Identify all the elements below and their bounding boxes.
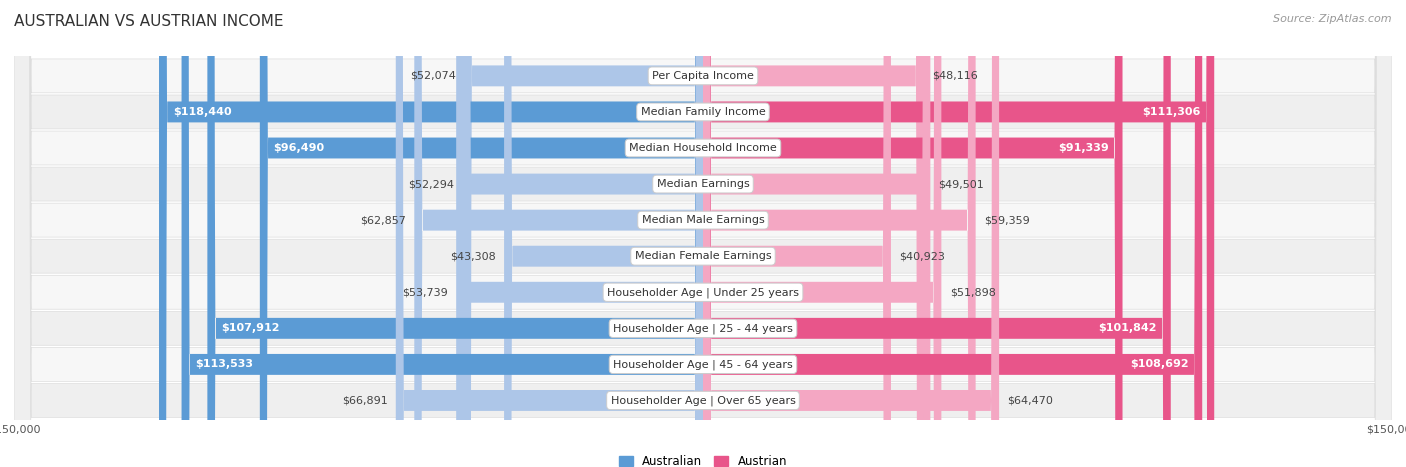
FancyBboxPatch shape [703, 0, 1122, 467]
Text: $108,692: $108,692 [1130, 360, 1188, 369]
FancyBboxPatch shape [14, 0, 1392, 467]
Text: Householder Age | Over 65 years: Householder Age | Over 65 years [610, 395, 796, 406]
FancyBboxPatch shape [14, 0, 1392, 467]
FancyBboxPatch shape [159, 0, 703, 467]
FancyBboxPatch shape [14, 0, 1392, 467]
FancyBboxPatch shape [703, 0, 1202, 467]
FancyBboxPatch shape [463, 0, 703, 467]
FancyBboxPatch shape [14, 0, 1392, 467]
FancyBboxPatch shape [415, 0, 703, 467]
FancyBboxPatch shape [14, 0, 1392, 467]
FancyBboxPatch shape [703, 0, 891, 467]
Text: Median Household Income: Median Household Income [628, 143, 778, 153]
FancyBboxPatch shape [703, 0, 976, 467]
Text: Householder Age | Under 25 years: Householder Age | Under 25 years [607, 287, 799, 297]
Text: Source: ZipAtlas.com: Source: ZipAtlas.com [1274, 14, 1392, 24]
FancyBboxPatch shape [703, 0, 1215, 467]
Text: $59,359: $59,359 [984, 215, 1029, 225]
Text: $91,339: $91,339 [1057, 143, 1109, 153]
Text: Median Male Earnings: Median Male Earnings [641, 215, 765, 225]
FancyBboxPatch shape [703, 0, 924, 467]
FancyBboxPatch shape [14, 0, 1392, 467]
Text: Householder Age | 25 - 44 years: Householder Age | 25 - 44 years [613, 323, 793, 333]
FancyBboxPatch shape [703, 0, 1171, 467]
Text: AUSTRALIAN VS AUSTRIAN INCOME: AUSTRALIAN VS AUSTRIAN INCOME [14, 14, 284, 29]
Text: $48,116: $48,116 [932, 71, 979, 81]
Text: Median Female Earnings: Median Female Earnings [634, 251, 772, 261]
Text: Householder Age | 45 - 64 years: Householder Age | 45 - 64 years [613, 359, 793, 370]
FancyBboxPatch shape [505, 0, 703, 467]
Text: $64,470: $64,470 [1007, 396, 1053, 405]
Text: $113,533: $113,533 [195, 360, 253, 369]
FancyBboxPatch shape [703, 0, 931, 467]
FancyBboxPatch shape [14, 0, 1392, 467]
Text: $52,074: $52,074 [409, 71, 456, 81]
FancyBboxPatch shape [456, 0, 703, 467]
FancyBboxPatch shape [207, 0, 703, 467]
Text: $96,490: $96,490 [274, 143, 325, 153]
FancyBboxPatch shape [14, 0, 1392, 467]
Text: $62,857: $62,857 [360, 215, 406, 225]
FancyBboxPatch shape [14, 0, 1392, 467]
Text: $51,898: $51,898 [949, 287, 995, 297]
FancyBboxPatch shape [395, 0, 703, 467]
FancyBboxPatch shape [703, 0, 1000, 467]
FancyBboxPatch shape [260, 0, 703, 467]
Text: $49,501: $49,501 [939, 179, 984, 189]
FancyBboxPatch shape [464, 0, 703, 467]
Text: $118,440: $118,440 [173, 107, 232, 117]
Text: $52,294: $52,294 [409, 179, 454, 189]
Text: $111,306: $111,306 [1142, 107, 1201, 117]
FancyBboxPatch shape [703, 0, 942, 467]
Text: Median Earnings: Median Earnings [657, 179, 749, 189]
Text: $53,739: $53,739 [402, 287, 449, 297]
Text: $101,842: $101,842 [1098, 323, 1157, 333]
Text: Per Capita Income: Per Capita Income [652, 71, 754, 81]
Text: $40,923: $40,923 [900, 251, 945, 261]
Text: $43,308: $43,308 [450, 251, 496, 261]
Text: $107,912: $107,912 [221, 323, 280, 333]
Text: Median Family Income: Median Family Income [641, 107, 765, 117]
FancyBboxPatch shape [181, 0, 703, 467]
Text: $66,891: $66,891 [342, 396, 388, 405]
Legend: Australian, Austrian: Australian, Austrian [614, 450, 792, 467]
FancyBboxPatch shape [14, 0, 1392, 467]
